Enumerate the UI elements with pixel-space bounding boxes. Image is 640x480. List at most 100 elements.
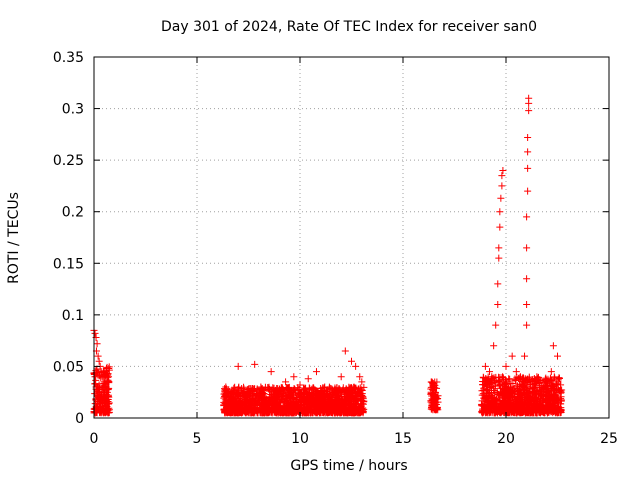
data-point bbox=[100, 378, 108, 386]
data-point bbox=[544, 407, 552, 415]
data-point bbox=[300, 405, 308, 413]
data-point bbox=[518, 408, 526, 416]
data-point bbox=[222, 383, 230, 391]
data-point bbox=[520, 398, 528, 406]
data-point bbox=[483, 406, 491, 414]
data-point bbox=[525, 107, 533, 115]
data-point bbox=[101, 402, 109, 410]
data-point bbox=[359, 393, 367, 401]
data-point bbox=[540, 402, 548, 410]
data-point bbox=[523, 301, 531, 309]
data-point bbox=[531, 402, 539, 410]
data-point bbox=[517, 393, 525, 401]
data-point bbox=[523, 376, 531, 384]
data-point bbox=[499, 388, 507, 396]
data-point bbox=[312, 368, 320, 376]
data-point bbox=[483, 376, 491, 384]
data-point bbox=[352, 389, 360, 397]
y-tick-label: 0.25 bbox=[53, 153, 84, 169]
data-point bbox=[91, 373, 99, 381]
data-point bbox=[486, 384, 494, 392]
data-point bbox=[497, 194, 505, 202]
data-point bbox=[346, 408, 354, 416]
data-point bbox=[223, 408, 231, 416]
data-point bbox=[428, 400, 436, 408]
data-point bbox=[105, 373, 113, 381]
data-point bbox=[251, 402, 259, 410]
data-point bbox=[95, 357, 103, 365]
data-point bbox=[101, 370, 109, 378]
data-point bbox=[337, 399, 345, 407]
data-point bbox=[543, 387, 551, 395]
data-point bbox=[516, 373, 524, 381]
data-point bbox=[310, 384, 318, 392]
data-point bbox=[484, 398, 492, 406]
data-point bbox=[505, 375, 513, 383]
data-point bbox=[547, 368, 555, 376]
data-point bbox=[240, 391, 248, 399]
x-tick-label: 15 bbox=[394, 431, 412, 447]
data-point bbox=[481, 362, 489, 370]
data-point bbox=[97, 393, 105, 401]
data-point bbox=[248, 397, 256, 405]
y-tick-label: 0.2 bbox=[62, 205, 84, 221]
data-point bbox=[428, 378, 436, 386]
data-point bbox=[556, 400, 564, 408]
data-point bbox=[95, 372, 103, 380]
x-axis-label: GPS time / hours bbox=[290, 458, 407, 474]
data-point bbox=[220, 392, 228, 400]
data-point bbox=[245, 399, 252, 407]
data-point bbox=[504, 386, 512, 394]
data-points bbox=[90, 94, 566, 417]
data-point bbox=[549, 342, 557, 350]
data-point bbox=[304, 375, 312, 383]
data-point bbox=[272, 408, 280, 416]
data-point bbox=[525, 392, 533, 400]
data-point bbox=[523, 244, 531, 252]
data-point bbox=[550, 401, 558, 409]
data-point bbox=[226, 396, 234, 404]
y-tick-label: 0.15 bbox=[53, 256, 84, 272]
data-point bbox=[508, 352, 516, 360]
data-point bbox=[356, 392, 364, 400]
data-point bbox=[552, 385, 560, 393]
chart-title: Day 301 of 2024, Rate Of TEC Index for r… bbox=[161, 19, 537, 35]
data-point bbox=[519, 389, 527, 397]
data-point bbox=[484, 392, 492, 400]
data-point bbox=[497, 409, 505, 417]
data-point bbox=[262, 407, 270, 415]
data-point bbox=[554, 395, 562, 403]
data-point bbox=[352, 402, 360, 410]
data-point bbox=[230, 399, 238, 407]
data-point bbox=[543, 399, 551, 407]
data-point bbox=[275, 385, 283, 393]
data-point bbox=[359, 404, 367, 412]
y-axis-label: ROTI / TECUs bbox=[6, 192, 22, 284]
data-point bbox=[507, 379, 515, 387]
data-point bbox=[488, 373, 496, 381]
y-tick-label: 0.3 bbox=[62, 102, 84, 118]
data-point bbox=[227, 389, 235, 397]
data-point bbox=[304, 389, 312, 397]
data-point bbox=[304, 407, 312, 415]
data-point bbox=[254, 398, 262, 406]
data-point bbox=[504, 399, 512, 407]
data-point bbox=[514, 400, 522, 408]
data-point bbox=[429, 399, 437, 407]
data-point bbox=[230, 388, 238, 396]
y-tick-label: 0 bbox=[75, 411, 84, 427]
data-point bbox=[319, 402, 327, 410]
data-point bbox=[524, 133, 532, 141]
data-point bbox=[347, 386, 355, 394]
data-point bbox=[519, 402, 527, 410]
data-point bbox=[268, 405, 276, 413]
data-point bbox=[274, 401, 282, 409]
data-point bbox=[492, 321, 500, 329]
data-point bbox=[235, 383, 243, 391]
data-point bbox=[328, 390, 336, 398]
data-point bbox=[332, 396, 340, 404]
y-tick-label: 0.1 bbox=[62, 308, 84, 324]
data-point bbox=[523, 321, 531, 329]
data-point bbox=[513, 385, 521, 393]
